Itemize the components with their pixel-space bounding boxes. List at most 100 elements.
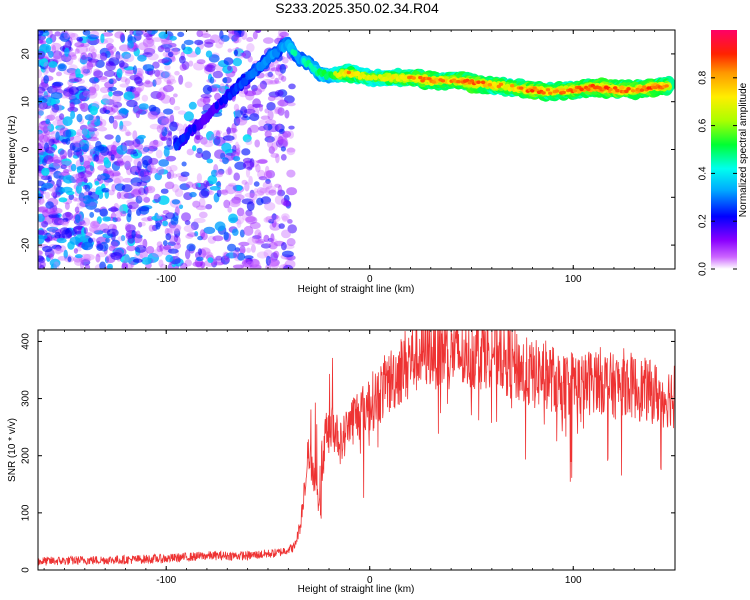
noise-blob — [56, 71, 62, 77]
noise-blob — [87, 34, 99, 40]
noise-blob — [228, 198, 241, 208]
noise-blob — [145, 79, 151, 85]
noise-blob — [256, 197, 264, 206]
noise-blob — [266, 102, 276, 111]
noise-blob — [167, 248, 179, 254]
noise-blob — [84, 264, 91, 269]
noise-blob — [64, 202, 70, 210]
noise-blob — [225, 252, 238, 259]
noise-blob — [257, 158, 268, 164]
noise-blob — [87, 86, 97, 96]
noise-blob — [251, 84, 258, 92]
noise-blob — [115, 210, 123, 219]
noise-blob — [42, 125, 49, 134]
noise-blob — [279, 31, 289, 38]
noise-blob — [253, 188, 259, 193]
noise-blob — [106, 228, 119, 237]
noise-blob — [133, 157, 143, 167]
noise-blob — [279, 63, 287, 74]
noise-blob — [264, 201, 276, 211]
snr-line — [38, 330, 675, 566]
noise-blob — [93, 154, 100, 162]
noise-blob — [124, 140, 135, 147]
noise-blob — [274, 183, 281, 188]
noise-blob — [100, 98, 110, 105]
noise-blob — [142, 37, 155, 48]
noise-blob — [80, 253, 91, 261]
noise-blob — [265, 264, 272, 269]
noise-blob — [251, 235, 260, 244]
noise-blob — [281, 250, 294, 258]
noise-blob — [45, 118, 51, 125]
noise-blob — [140, 30, 153, 36]
noise-blob — [244, 181, 250, 192]
noise-blob — [249, 113, 260, 122]
colorbar-tick-label: 0.6 — [698, 118, 709, 132]
noise-blob — [194, 134, 204, 140]
noise-blob — [86, 89, 98, 99]
noise-blob — [110, 154, 115, 161]
noise-blob — [280, 75, 287, 82]
noise-blob — [210, 34, 221, 43]
noise-blob — [232, 228, 239, 236]
noise-blob — [192, 200, 201, 208]
noise-blob — [121, 260, 128, 269]
noise-blob — [70, 135, 83, 144]
noise-blob — [161, 57, 173, 66]
noise-blob — [205, 204, 213, 210]
noise-blob — [74, 42, 85, 48]
noise-blob — [62, 116, 73, 127]
noise-blob — [64, 41, 71, 49]
noise-blob — [274, 89, 284, 97]
noise-blob — [181, 161, 187, 167]
noise-blob — [93, 230, 104, 235]
noise-blob — [41, 167, 50, 176]
noise-blob — [141, 94, 149, 102]
noise-blob — [165, 254, 174, 263]
noise-blob — [132, 258, 143, 263]
ridge-mark — [411, 76, 416, 80]
noise-blob — [264, 72, 274, 78]
ridge-mark — [440, 79, 446, 83]
noise-blob — [167, 241, 176, 247]
noise-blob — [81, 241, 94, 251]
noise-blob — [88, 237, 93, 244]
noise-blob — [138, 206, 150, 212]
noise-blob — [267, 95, 276, 102]
noise-blob — [233, 249, 240, 259]
noise-blob — [97, 165, 106, 171]
noise-blob — [281, 213, 290, 221]
noise-blob — [71, 54, 77, 60]
noise-blob — [227, 206, 232, 213]
noise-blob — [38, 103, 44, 109]
noise-blob — [198, 190, 210, 199]
noise-blob — [100, 52, 108, 61]
noise-blob — [58, 197, 68, 203]
noise-blob — [149, 69, 154, 77]
noise-blob — [181, 212, 191, 222]
noise-blob — [154, 69, 161, 77]
noise-blob — [138, 187, 146, 196]
noise-blob — [236, 116, 248, 126]
noise-blob — [233, 111, 240, 119]
noise-blob — [286, 238, 296, 247]
noise-blob — [274, 106, 283, 115]
noise-blob — [121, 51, 132, 60]
figure-title: S233.2025.350.02.34.R04 — [275, 0, 439, 16]
noise-blob — [42, 182, 54, 189]
noise-blob — [76, 166, 84, 171]
noise-blob — [158, 169, 169, 175]
noise-blob — [286, 147, 296, 156]
ridge-mark — [518, 86, 524, 90]
noise-blob — [165, 155, 177, 162]
noise-blob — [239, 248, 246, 253]
noise-blob — [155, 149, 163, 159]
noise-blob — [246, 247, 252, 253]
ridge-mark — [572, 89, 578, 93]
noise-blob — [150, 91, 162, 99]
noise-blob — [119, 120, 124, 130]
noise-blob — [265, 170, 276, 179]
noise-blob — [47, 123, 55, 132]
noise-blob — [124, 71, 134, 76]
